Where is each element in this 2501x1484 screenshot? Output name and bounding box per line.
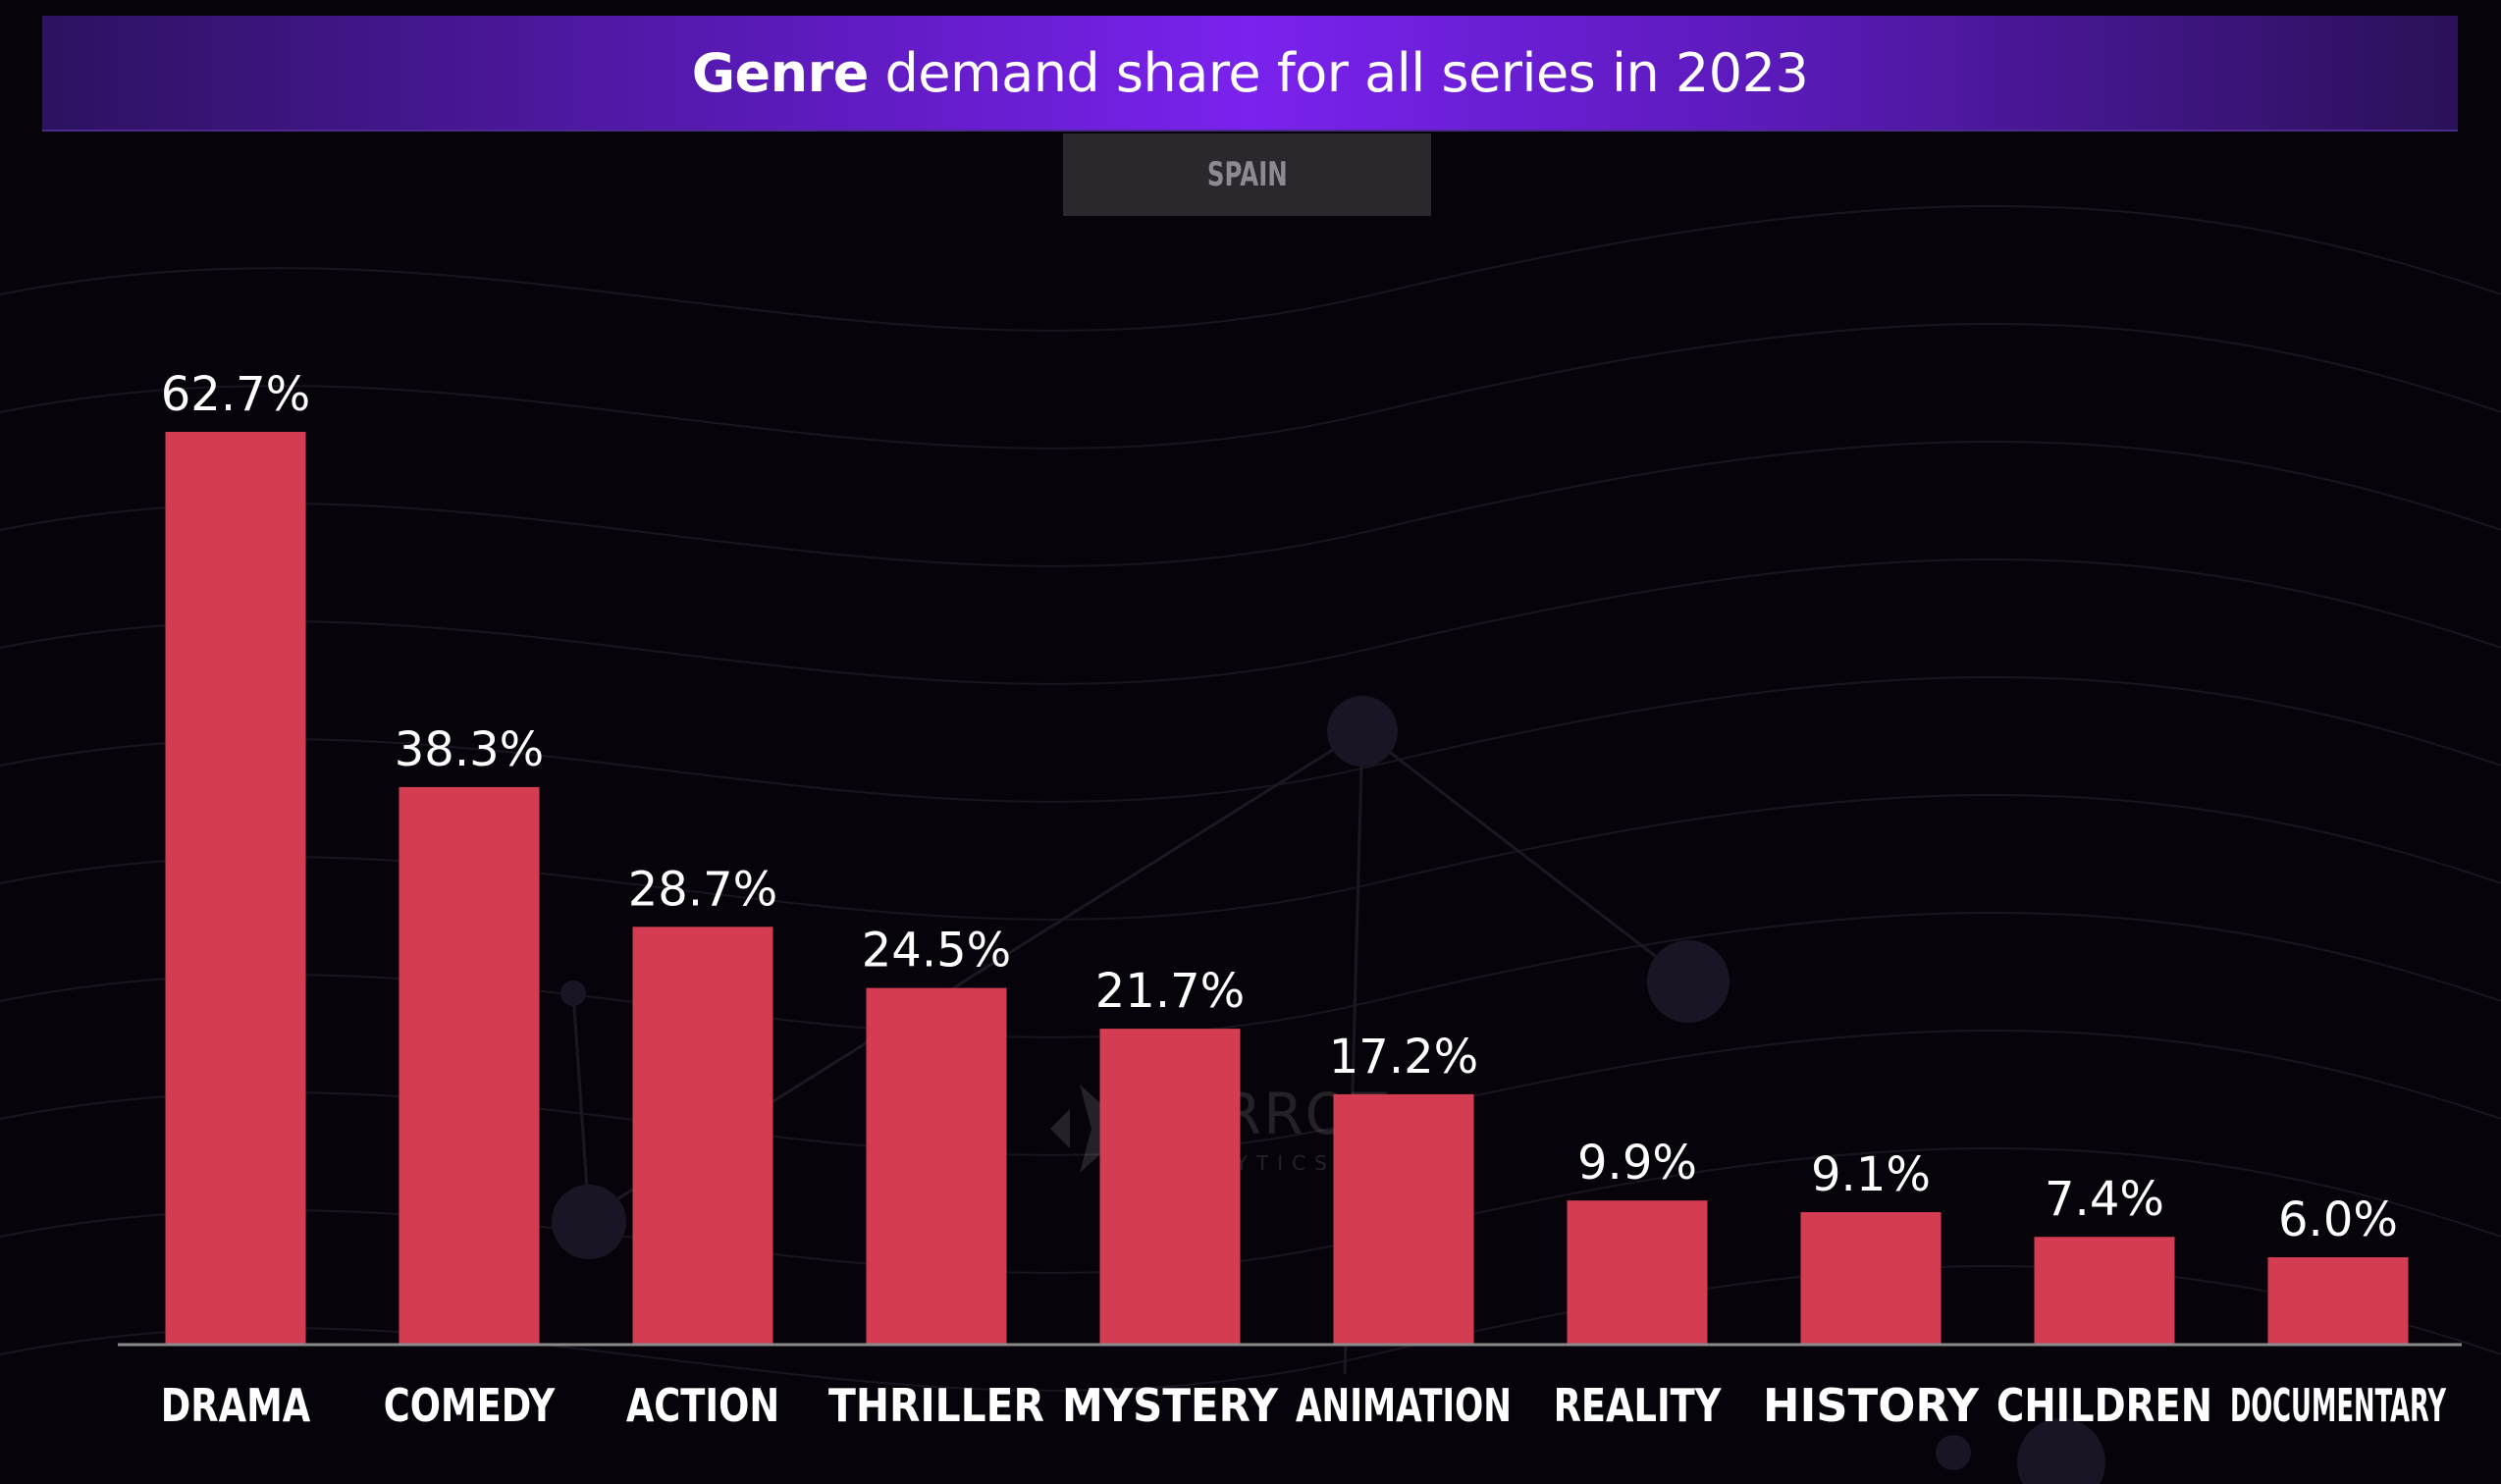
bar-reality <box>1567 1200 1708 1345</box>
value-label-thriller: 24.5% <box>862 924 1011 979</box>
category-label-drama: DRAMA <box>161 1379 311 1432</box>
bar-mystery <box>1099 1029 1241 1345</box>
category-label-animation: ANIMATION <box>1296 1379 1512 1432</box>
chart-title: Genre demand share for all series in 202… <box>692 42 1809 104</box>
bar-documentary <box>2267 1257 2409 1345</box>
bar-children <box>2034 1237 2175 1345</box>
bar-thriller <box>866 987 1007 1345</box>
bar-comedy <box>399 786 540 1345</box>
value-labels-group: 62.7% 38.3% 28.7% 24.5% 21.7% 17.2% 9.9% 9.1% 7.… <box>161 367 2398 1247</box>
bar-animation <box>1333 1093 1474 1345</box>
value-label-history: 9.1% <box>1811 1147 1931 1202</box>
chart-title-strong: Genre <box>691 41 870 104</box>
bar-action <box>632 927 773 1345</box>
category-label-comedy: COMEDY <box>384 1379 556 1432</box>
category-label-mystery: MYSTERY <box>1062 1379 1279 1432</box>
bar-history <box>1800 1212 1942 1345</box>
value-label-action: 28.7% <box>628 862 777 917</box>
value-label-drama: 62.7% <box>161 367 310 422</box>
category-label-reality: REALITY <box>1554 1379 1722 1432</box>
category-label-history: HISTORY <box>1763 1379 1980 1432</box>
bars-group <box>165 432 2409 1345</box>
title-banner: Genre demand share for all series in 202… <box>42 16 2458 132</box>
value-label-animation: 17.2% <box>1329 1030 1478 1085</box>
chart-title-rest: demand share for all series in 2023 <box>868 41 1809 104</box>
value-label-reality: 9.9% <box>1577 1136 1697 1191</box>
value-label-children: 7.4% <box>2045 1172 2164 1227</box>
category-labels-group: DRAMA COMEDY ACTION THRILLER MYSTERY ANIMATIO… <box>161 1379 2447 1432</box>
region-badge: SPAIN <box>1063 133 1431 216</box>
value-label-comedy: 38.3% <box>395 722 544 777</box>
value-label-documentary: 6.0% <box>2278 1192 2398 1247</box>
bar-drama <box>165 432 306 1345</box>
region-label: SPAIN <box>1206 155 1288 194</box>
value-label-mystery: 21.7% <box>1095 964 1245 1019</box>
category-label-children: CHILDREN <box>1996 1379 2212 1432</box>
category-label-documentary: DOCUMENTARY <box>2230 1379 2446 1432</box>
category-label-action: ACTION <box>626 1379 779 1432</box>
category-label-thriller: THRILLER <box>828 1379 1044 1432</box>
